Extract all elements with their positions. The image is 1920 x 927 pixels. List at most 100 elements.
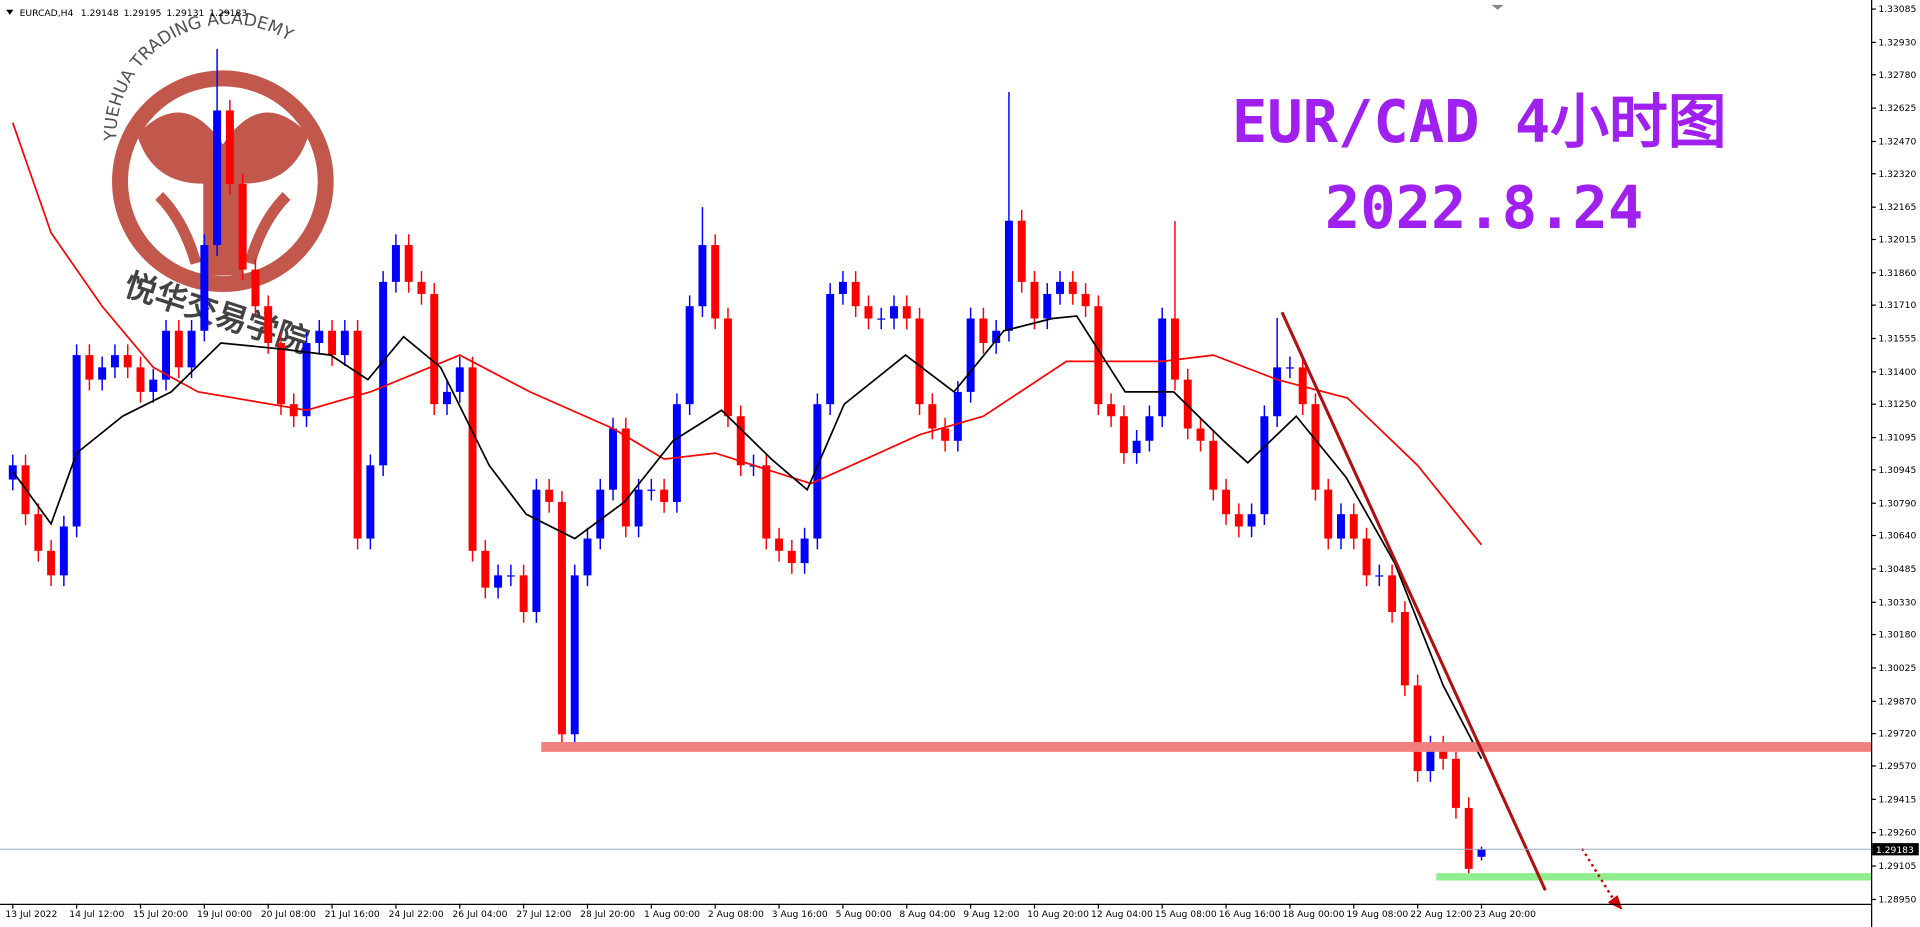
y-tick-label: 1.32015 bbox=[1878, 235, 1916, 246]
x-tick-label: 8 Aug 04:00 bbox=[899, 909, 955, 920]
candle-body bbox=[557, 501, 566, 735]
candle-body bbox=[864, 306, 873, 319]
header-close: 1.29183 bbox=[209, 8, 247, 19]
y-tick-label: 1.31860 bbox=[1878, 268, 1916, 279]
x-tick-label: 9 Aug 12:00 bbox=[963, 909, 1019, 920]
candle-body bbox=[123, 355, 132, 368]
candle-body bbox=[1324, 489, 1333, 539]
candle-body bbox=[877, 318, 886, 320]
candle-body bbox=[59, 526, 68, 576]
candle-body bbox=[1004, 220, 1013, 331]
y-tick-label: 1.30640 bbox=[1878, 531, 1916, 542]
candle-body bbox=[1349, 514, 1358, 539]
candle-body bbox=[1094, 306, 1103, 405]
candle-body bbox=[1145, 416, 1154, 441]
candle-body bbox=[1362, 538, 1371, 576]
menu-arrow bbox=[6, 9, 14, 15]
x-tick-label: 13 Jul 2022 bbox=[5, 909, 57, 920]
candle-body bbox=[1081, 293, 1090, 307]
candle-body bbox=[1030, 281, 1039, 319]
candle-body bbox=[621, 428, 630, 527]
y-tick-label: 1.32320 bbox=[1878, 169, 1916, 180]
candle-body bbox=[1119, 416, 1128, 454]
y-tick-label: 1.32780 bbox=[1878, 70, 1916, 81]
candle-body bbox=[225, 110, 234, 184]
candle-body bbox=[289, 404, 298, 417]
candle-body bbox=[72, 355, 81, 527]
candle-body bbox=[672, 404, 681, 502]
candle-body bbox=[174, 330, 183, 368]
candle-body bbox=[417, 281, 426, 294]
candle-body bbox=[136, 367, 145, 392]
candle-body bbox=[1222, 489, 1231, 515]
candle-body bbox=[915, 318, 924, 405]
y-tick-label: 1.29870 bbox=[1878, 696, 1916, 707]
candle-body bbox=[506, 575, 515, 577]
candle-body bbox=[660, 489, 669, 502]
x-tick-label: 5 Aug 00:00 bbox=[836, 909, 892, 920]
candle-body bbox=[1132, 440, 1141, 454]
x-tick-label: 27 Jul 12:00 bbox=[516, 909, 571, 920]
scroll-marker bbox=[1491, 4, 1504, 10]
y-tick-label: 1.33085 bbox=[1878, 4, 1916, 15]
logo-ring bbox=[112, 70, 334, 293]
candle-body bbox=[928, 404, 937, 429]
y-tick-label: 1.32165 bbox=[1878, 202, 1916, 213]
header-high: 1.29195 bbox=[124, 8, 162, 19]
candle-body bbox=[1375, 575, 1384, 577]
y-tick-label: 1.31400 bbox=[1878, 367, 1916, 378]
y-tick-label: 1.30330 bbox=[1878, 597, 1916, 608]
y-tick-label: 1.29570 bbox=[1878, 761, 1916, 772]
candle-body bbox=[47, 550, 56, 576]
candle-body bbox=[1337, 514, 1345, 539]
candle-body bbox=[966, 318, 975, 392]
candle-body bbox=[1158, 318, 1167, 417]
candle-body bbox=[149, 379, 158, 392]
candle-body bbox=[328, 330, 337, 356]
chart-title: EUR/CAD 4小时图 bbox=[1232, 87, 1727, 156]
y-tick-label: 1.29720 bbox=[1878, 729, 1916, 740]
candle-body bbox=[634, 489, 643, 527]
candle-body bbox=[1400, 611, 1409, 686]
header-low: 1.29131 bbox=[166, 8, 204, 19]
target-zone bbox=[1436, 873, 1872, 881]
candle-body bbox=[570, 575, 579, 735]
candle-body bbox=[698, 245, 707, 307]
candle-body bbox=[762, 465, 771, 539]
candle-body bbox=[1017, 220, 1026, 282]
plot-area bbox=[8, 48, 1486, 880]
candle-body bbox=[775, 538, 784, 551]
candle-body bbox=[251, 269, 260, 307]
candle-body bbox=[992, 330, 1001, 344]
y-tick-label: 1.29415 bbox=[1878, 794, 1916, 805]
candle-body bbox=[647, 489, 656, 491]
candle-body bbox=[813, 404, 822, 539]
y-tick-label: 1.31095 bbox=[1878, 433, 1916, 444]
x-tick-label: 18 Aug 00:00 bbox=[1283, 909, 1345, 920]
trend-line bbox=[1280, 311, 1547, 891]
logo-leaves bbox=[155, 192, 291, 265]
candle-body bbox=[340, 330, 349, 356]
x-tick-label: 2 Aug 08:00 bbox=[708, 909, 764, 920]
candle-body bbox=[1413, 685, 1422, 772]
y-tick-label: 1.29260 bbox=[1878, 828, 1916, 839]
x-tick-label: 24 Jul 22:00 bbox=[389, 909, 444, 920]
symbol-header: EURCAD,H4 1.29148 1.29195 1.29131 1.29183 bbox=[20, 8, 248, 19]
x-tick-label: 16 Aug 16:00 bbox=[1219, 909, 1281, 920]
y-tick-label: 1.30180 bbox=[1878, 630, 1916, 641]
candle-body bbox=[1285, 367, 1294, 369]
candle-body bbox=[1234, 514, 1243, 527]
chart-subtitle: 2022.8.24 bbox=[1325, 173, 1643, 242]
candle-body bbox=[519, 575, 528, 612]
candle-body bbox=[187, 330, 196, 368]
candle-body bbox=[1107, 404, 1116, 417]
header-open: 1.29148 bbox=[81, 8, 119, 19]
x-tick-label: 26 Jul 04:00 bbox=[452, 909, 507, 920]
candle-body bbox=[404, 245, 413, 282]
candle-body bbox=[110, 355, 119, 368]
candle-body bbox=[1209, 440, 1218, 490]
candle-body bbox=[1439, 746, 1448, 759]
candle-body bbox=[1260, 416, 1269, 515]
candle-body bbox=[736, 416, 745, 466]
